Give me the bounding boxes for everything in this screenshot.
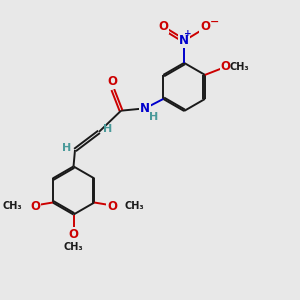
Text: H: H bbox=[103, 124, 112, 134]
Text: N: N bbox=[140, 102, 150, 115]
Text: O: O bbox=[200, 20, 210, 33]
Text: O: O bbox=[220, 61, 230, 74]
Text: CH₃: CH₃ bbox=[230, 62, 249, 72]
Text: O: O bbox=[158, 20, 168, 33]
Text: H: H bbox=[62, 143, 71, 153]
Text: CH₃: CH₃ bbox=[3, 201, 22, 211]
Text: CH₃: CH₃ bbox=[64, 242, 83, 252]
Text: O: O bbox=[107, 75, 117, 88]
Text: N: N bbox=[179, 34, 189, 47]
Text: −: − bbox=[210, 16, 219, 26]
Text: O: O bbox=[68, 228, 79, 241]
Text: H: H bbox=[149, 112, 158, 122]
Text: +: + bbox=[184, 29, 191, 38]
Text: CH₃: CH₃ bbox=[125, 201, 145, 211]
Text: O: O bbox=[107, 200, 117, 212]
Text: O: O bbox=[30, 200, 40, 212]
